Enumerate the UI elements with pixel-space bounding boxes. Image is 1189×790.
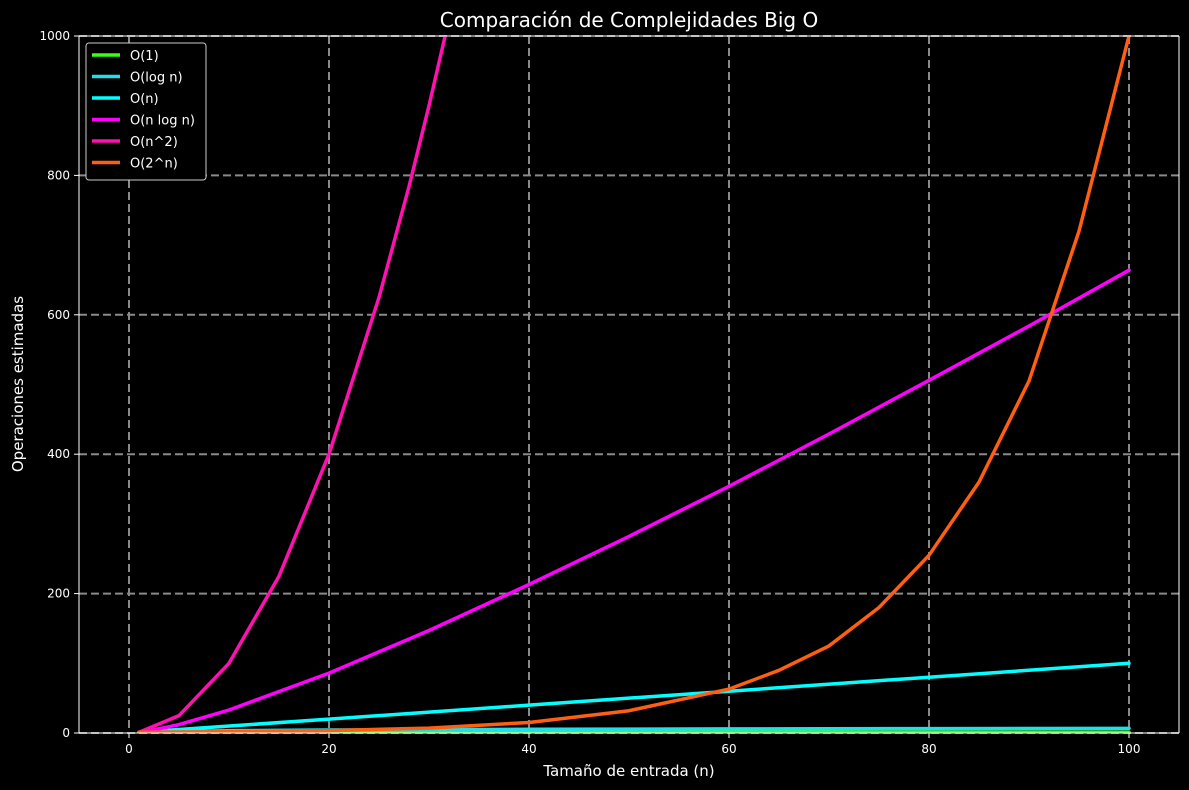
series-group xyxy=(137,36,1131,733)
legend: O(1) O(log n) O(n) O(n log n) O(n^2) O(2^n) xyxy=(85,42,207,181)
y-tick-label: 800 xyxy=(47,168,70,182)
x-axis-label: Tamaño de entrada (n) xyxy=(542,762,714,780)
x-tick-label: 100 xyxy=(1118,742,1141,756)
legend-label: O(log n) xyxy=(130,71,183,86)
series-line-5 xyxy=(137,36,1131,733)
y-tick-label: 0 xyxy=(62,726,70,740)
legend-label: O(1) xyxy=(130,49,159,64)
y-tick-label: 400 xyxy=(47,447,70,461)
x-tick-label: 60 xyxy=(721,742,736,756)
x-tick-label: 80 xyxy=(921,742,936,756)
legend-label: O(n) xyxy=(130,92,159,107)
chart-title: Comparación de Complejidades Big O xyxy=(440,8,818,32)
series-line-2 xyxy=(137,661,1131,733)
series-line-4 xyxy=(137,36,447,733)
x-tick-label: 0 xyxy=(125,742,133,756)
legend-label: O(n^2) xyxy=(130,135,178,150)
legend-label: O(2^n) xyxy=(130,157,178,172)
legend-label: O(n log n) xyxy=(130,114,195,129)
x-tick-label: 40 xyxy=(521,742,536,756)
y-tick-label: 200 xyxy=(47,587,70,601)
y-axis-label: Operaciones estimadas xyxy=(9,296,27,472)
axes xyxy=(78,35,1180,734)
y-tick-label: 1000 xyxy=(39,29,70,43)
series-line-3 xyxy=(137,268,1131,733)
y-tick-label: 600 xyxy=(47,308,70,322)
plot-area xyxy=(79,36,1179,733)
x-tick-label: 20 xyxy=(321,742,336,756)
